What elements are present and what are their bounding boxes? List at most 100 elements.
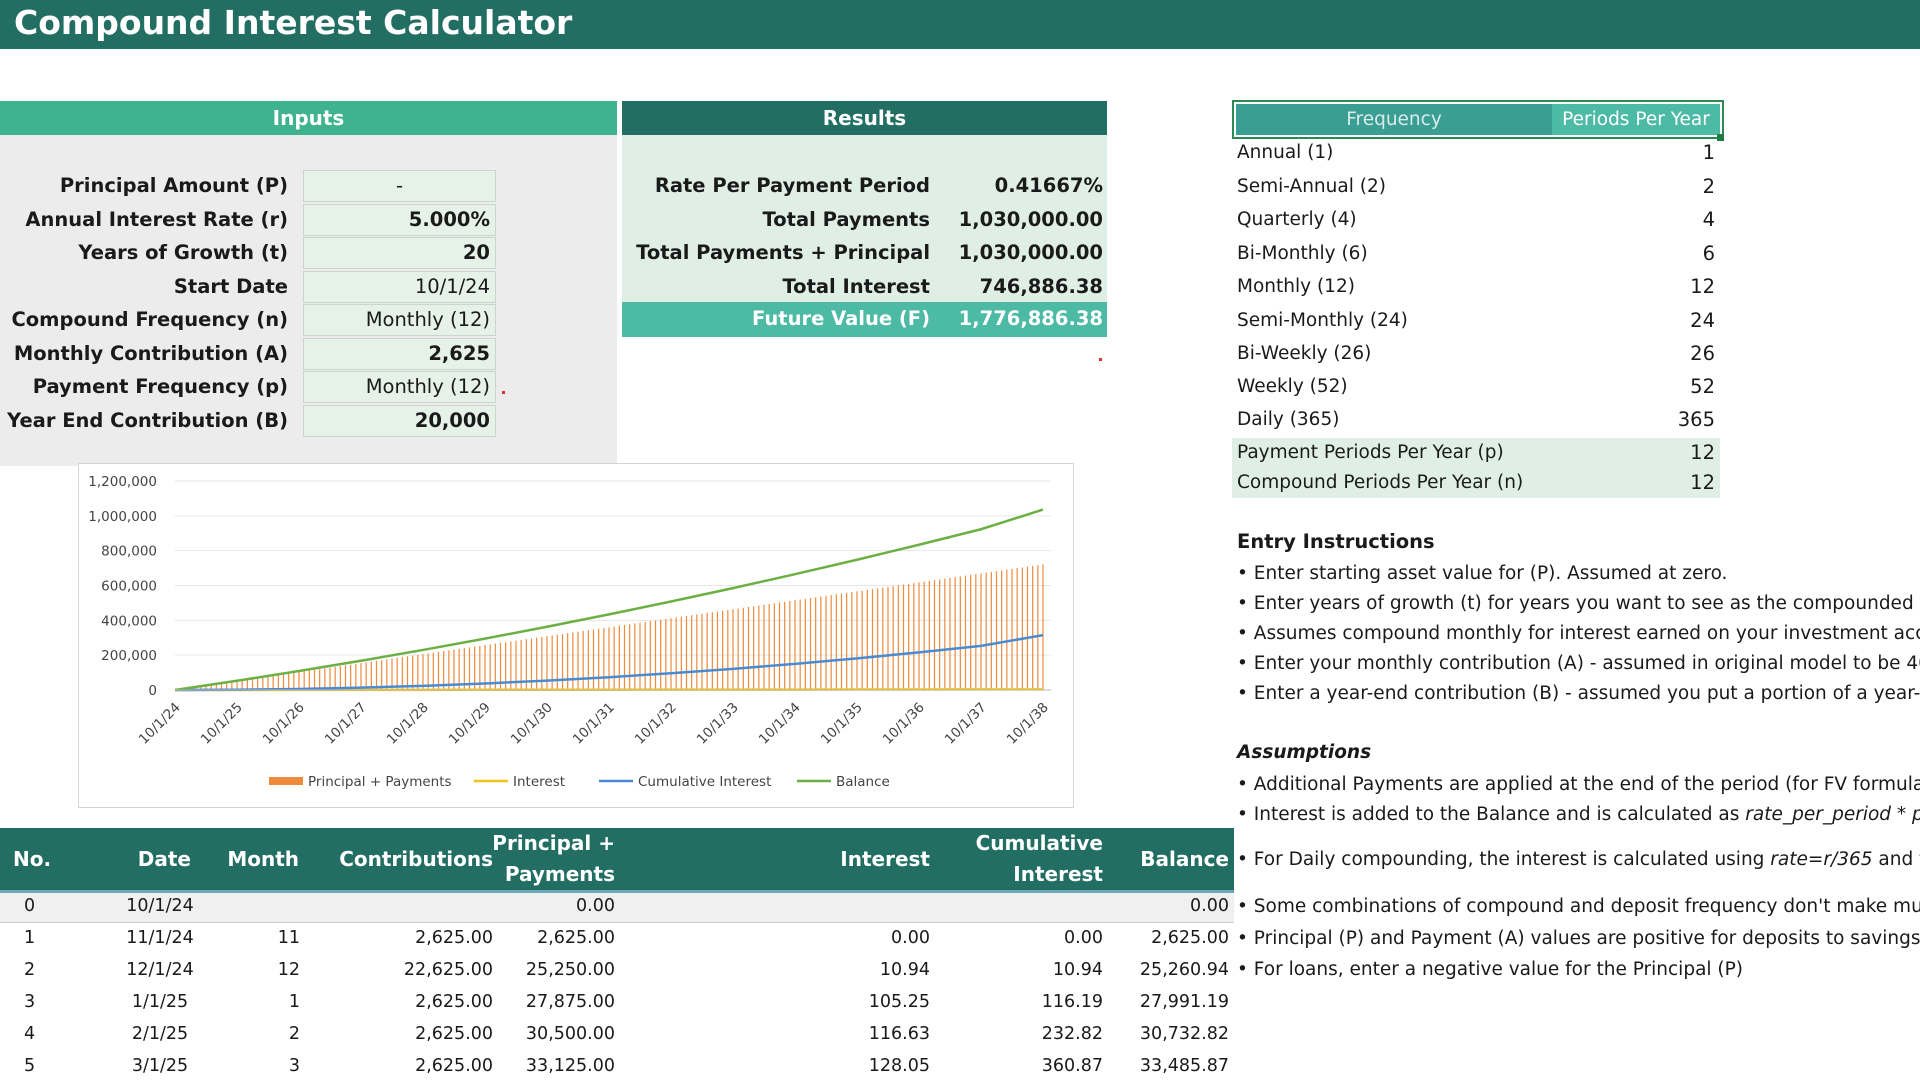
input-value[interactable]: Monthly (12) [365, 375, 490, 398]
assumption-text: • For loans, enter a negative value for … [1237, 959, 1744, 980]
principal-bar [432, 652, 434, 690]
col-no: No. [13, 847, 52, 871]
schedule-cell-balance: 0.00 [1190, 896, 1229, 916]
principal-bar [649, 621, 651, 690]
col-balance: Balance [1140, 847, 1229, 871]
principal-bar [784, 601, 786, 690]
principal-bar [236, 681, 238, 690]
schedule-cell-cumulative: 232.82 [1041, 1024, 1103, 1044]
principal-bar [598, 628, 600, 690]
principal-bar [794, 600, 796, 690]
principal-bar [768, 604, 770, 690]
input-value[interactable]: 20,000 [414, 409, 490, 432]
principal-bar [541, 636, 543, 690]
legend-label: Principal + Payments [308, 774, 452, 790]
x-tick-label: 10/1/37 [942, 700, 990, 748]
input-cell[interactable] [303, 204, 496, 236]
future-value-label: Future Value (F) [752, 307, 930, 330]
principal-bar [525, 639, 527, 690]
input-value[interactable]: 20 [462, 241, 490, 264]
cell-handle[interactable] [1717, 134, 1724, 141]
frequency-header-border [1232, 100, 1724, 139]
assumption-item: • For loans, enter a negative value for … [1237, 959, 1743, 980]
schedule-cell-date: 12/1/24 [126, 960, 194, 980]
x-tick-label: 10/1/32 [632, 700, 680, 748]
principal-bar [417, 654, 419, 690]
assumption-text: • Interest is added to the Balance and i… [1237, 804, 1746, 825]
summary-value: 12 [1690, 441, 1715, 464]
principal-bar [918, 582, 920, 690]
principal-bar [639, 622, 641, 690]
input-value[interactable]: 2,625 [428, 342, 490, 365]
principal-bar [763, 604, 765, 690]
principal-bar [1037, 565, 1039, 690]
principal-bar [778, 602, 781, 690]
principal-bar [329, 667, 331, 690]
input-cell[interactable] [303, 338, 496, 370]
frequency-label: Monthly (12) [1237, 276, 1355, 297]
principal-bar [809, 598, 812, 690]
principal-bar [226, 682, 228, 690]
input-cell[interactable] [303, 304, 496, 336]
principal-bar [200, 686, 202, 690]
results-panel [622, 135, 1107, 302]
input-label: Year End Contribution (B) [7, 409, 288, 432]
error-marker [502, 391, 505, 394]
assumption-text: and the da [1878, 849, 1920, 870]
col-principal-2: Payments [504, 862, 615, 886]
principal-bar [825, 595, 827, 690]
input-cell[interactable] [303, 405, 496, 437]
principal-bar [536, 637, 538, 690]
principal-bar [603, 627, 605, 690]
principal-bar [510, 641, 512, 690]
principal-bar [412, 655, 414, 690]
x-tick-label: 10/1/27 [322, 700, 370, 748]
input-cell[interactable] [303, 170, 496, 202]
principal-bar [1042, 564, 1044, 690]
x-tick-label: 10/1/31 [570, 700, 618, 748]
input-value[interactable]: Monthly (12) [365, 308, 490, 331]
input-cell[interactable] [303, 271, 496, 303]
principal-bar [897, 585, 899, 690]
principal-bar [1006, 569, 1008, 690]
assumption-item: • Interest is added to the Balance and i… [1237, 804, 1920, 825]
principal-bar [220, 683, 223, 690]
principal-bar [975, 574, 977, 690]
schedule-cell-interest: 128.05 [868, 1056, 930, 1076]
assumption-item: • Some combinations of compound and depo… [1237, 896, 1920, 917]
frequency-value: 6 [1702, 242, 1715, 265]
input-cell[interactable] [303, 237, 496, 269]
schedule-cell-no: 2 [24, 960, 36, 980]
inputs-header: Inputs [0, 101, 617, 135]
principal-bar [820, 596, 822, 690]
input-value[interactable]: 5.000% [408, 208, 490, 231]
principal-bar [954, 577, 956, 690]
y-tick-label: 200,000 [101, 648, 157, 664]
principal-bar [990, 571, 992, 690]
summary-bg [1232, 438, 1720, 498]
principal-bar [251, 678, 254, 690]
principal-bar [313, 669, 316, 690]
input-cell[interactable] [303, 371, 496, 403]
principal-bar [556, 634, 558, 690]
principal-bar [1021, 567, 1023, 690]
instruction-item: • Enter your monthly contribution (A) - … [1237, 653, 1920, 674]
schedule-cell-date: 1/1/25 [131, 992, 189, 1012]
frequency-value: 2 [1702, 175, 1715, 198]
principal-bar [871, 589, 874, 690]
principal-bar [427, 653, 429, 690]
instructions-title: Entry Instructions [1237, 530, 1435, 553]
principal-bar [675, 617, 677, 690]
input-value[interactable]: 10/1/24 [414, 275, 490, 298]
principal-bar [231, 681, 233, 690]
input-value[interactable]: - [395, 174, 404, 197]
schedule-cell-date: 11/1/24 [126, 928, 194, 948]
principal-bar [995, 571, 998, 690]
results-header: Results [622, 101, 1107, 135]
instruction-item: • Enter years of growth (t) for years yo… [1237, 593, 1920, 614]
principal-bar [877, 588, 879, 690]
principal-bar [453, 649, 455, 690]
principal-bar [401, 657, 403, 690]
principal-bar [944, 578, 946, 690]
principal-bar [711, 612, 713, 690]
